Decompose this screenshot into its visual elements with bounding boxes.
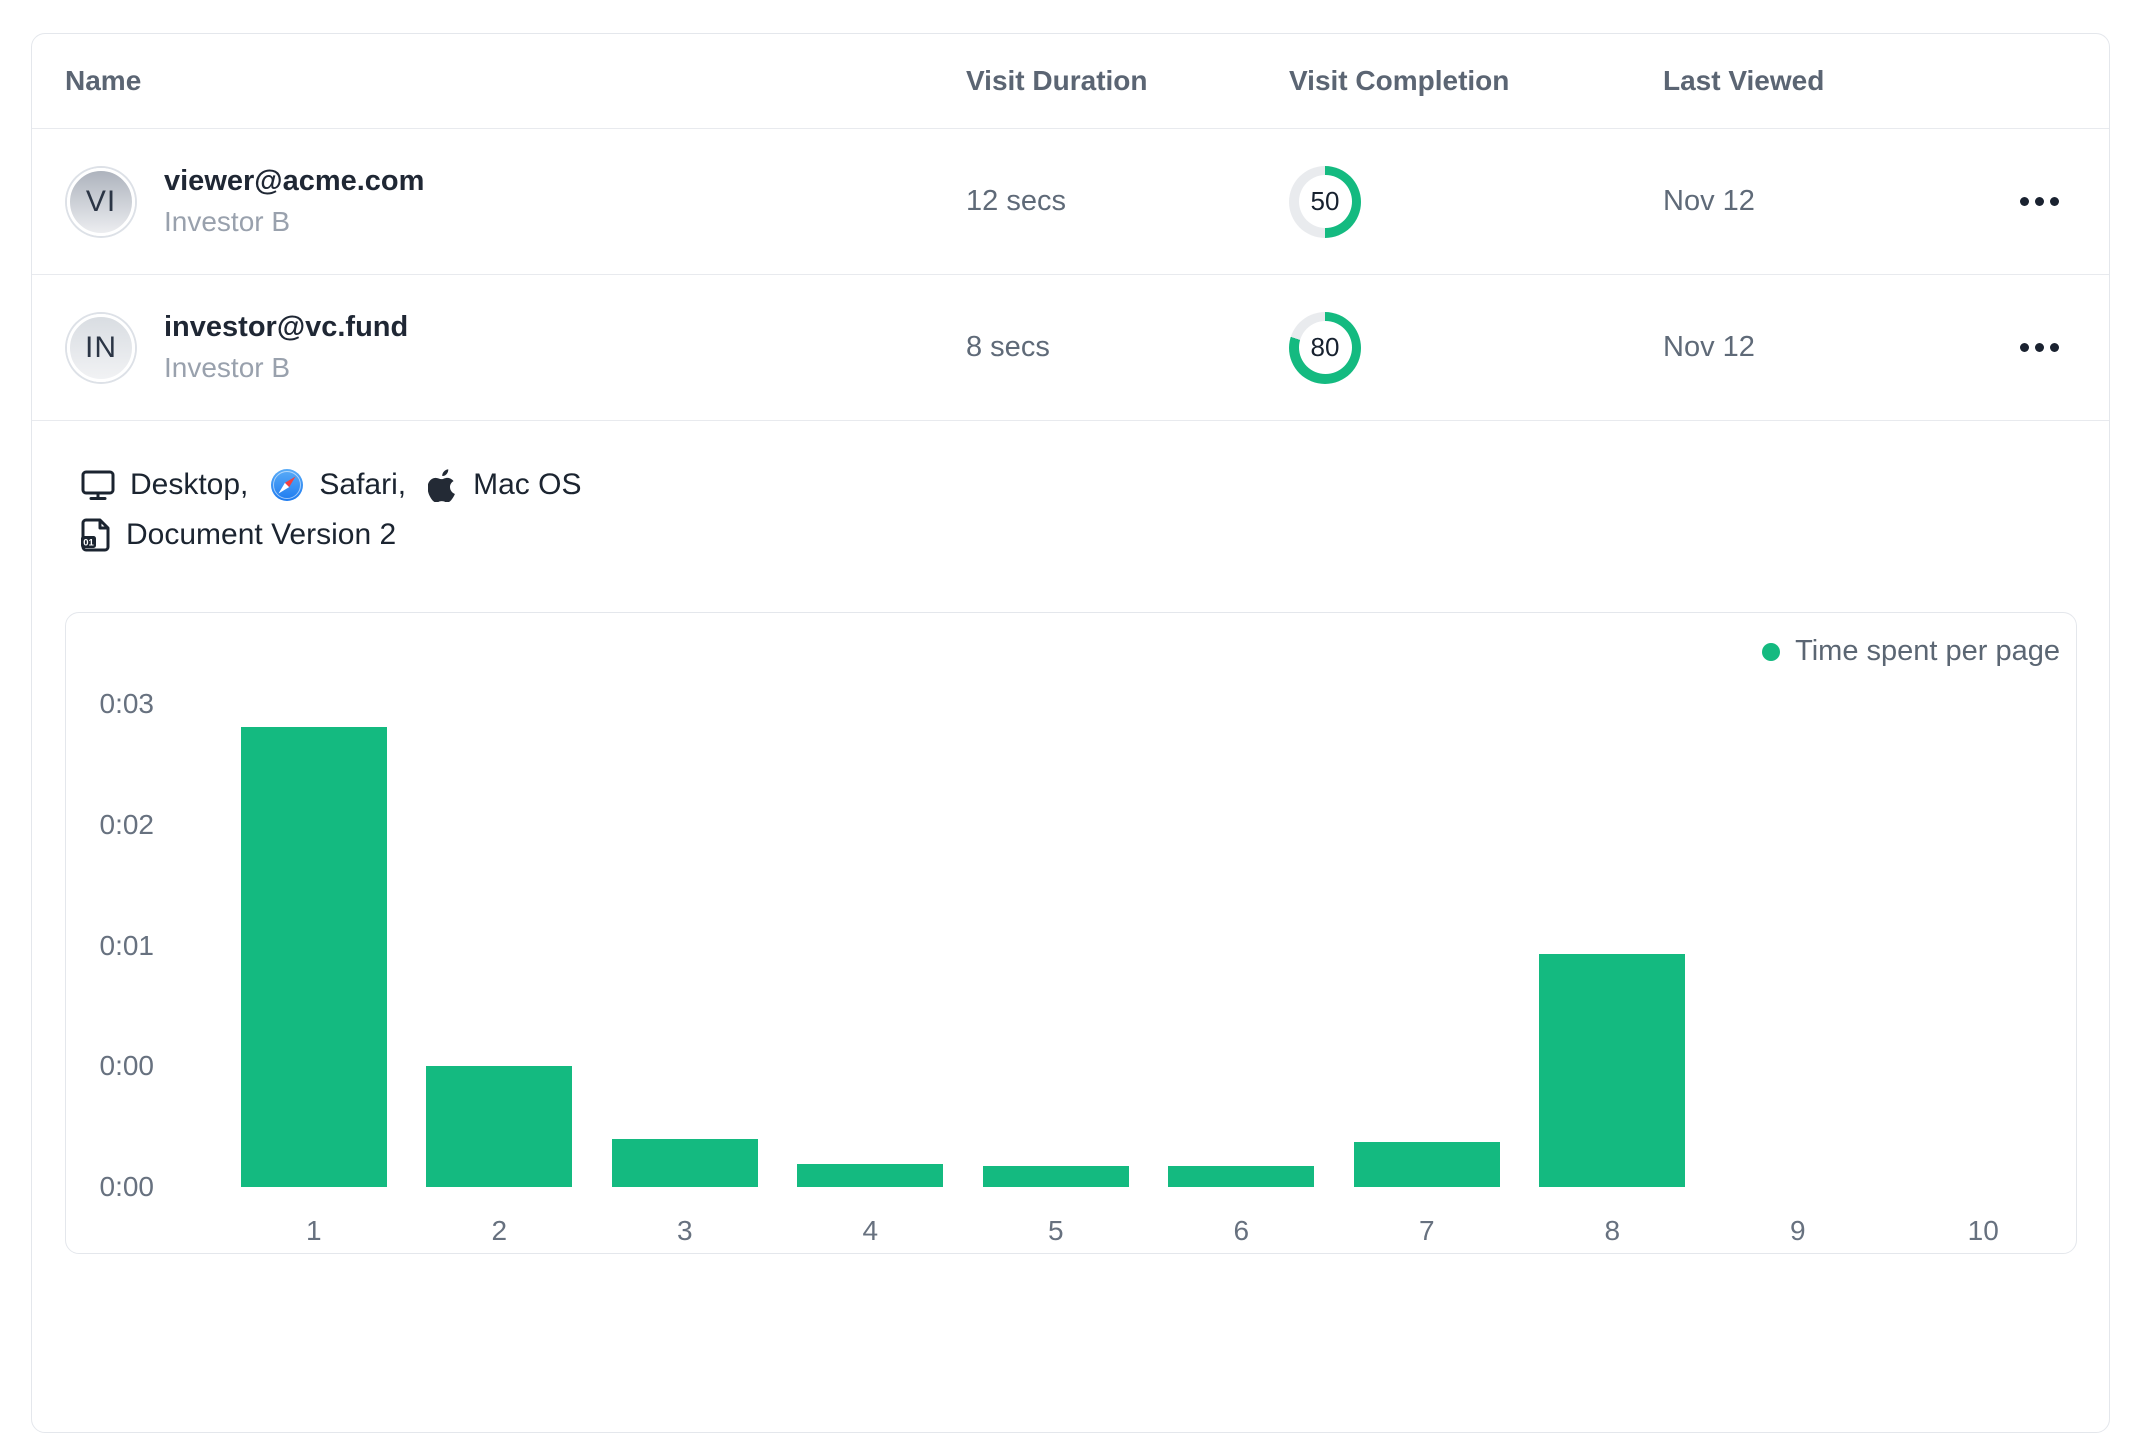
chart-bar-slot (1520, 704, 1706, 1187)
svg-text:01: 01 (83, 538, 94, 549)
chart-bar-slot (1705, 704, 1891, 1187)
time-per-page-chart: Time spent per page 0:03 0:02 0:01 0:00 0:00… (65, 612, 2077, 1254)
chart-bar-slot (1149, 704, 1335, 1187)
y-tick-label: 0:03 (99, 688, 155, 719)
table-row[interactable]: IN investor@vc.fund Investor B 8 secs 80… (32, 275, 2109, 421)
x-tick-label: 3 (676, 1215, 693, 1246)
x-tick-label: 8 (1604, 1215, 1621, 1246)
table-row[interactable]: VI viewer@acme.com Investor B 12 secs 50… (32, 129, 2109, 275)
document-version-icon: 01 (81, 518, 111, 552)
x-tick-label: 7 (1418, 1215, 1435, 1246)
avatar: IN (67, 313, 135, 382)
y-tick-label: 0:00 (99, 1050, 155, 1082)
visitor-subtitle: Investor B (164, 206, 291, 237)
legend-label: Time spent per page (1795, 635, 2060, 667)
completion-value: 50 (1298, 175, 1352, 228)
visitor-subtitle: Investor B (164, 352, 291, 383)
ellipsis-icon (2020, 343, 2029, 352)
chart-x-axis: 1 2 3 4 5 6 7 8 9 10 (221, 1215, 2076, 1247)
visitor-email: viewer@acme.com (164, 165, 425, 197)
table-header: Name Visit Duration Visit Completion Las… (32, 34, 2109, 129)
bar (1353, 1142, 1500, 1187)
bar (426, 1066, 573, 1187)
legend-dot-icon (1762, 642, 1781, 661)
visit-duration-value: 8 secs (966, 331, 1050, 363)
chart-bar-slot (592, 704, 778, 1187)
visitors-panel: Name Visit Duration Visit Completion Las… (31, 33, 2110, 1433)
y-tick-label: 0:02 (99, 808, 155, 840)
last-viewed-value: Nov 12 (1663, 185, 1755, 217)
x-tick-label: 5 (1047, 1215, 1064, 1246)
visit-detail-section: Desktop, Safari, (32, 421, 2109, 555)
browser-label: Safari, (319, 468, 407, 501)
column-header-visit-duration: Visit Duration (966, 65, 1148, 96)
last-viewed-value: Nov 12 (1663, 331, 1755, 363)
chart-bar-slot (1334, 704, 1520, 1187)
visit-duration-value: 12 secs (966, 185, 1066, 217)
document-version-label: Document Version 2 (126, 518, 397, 551)
bar (611, 1139, 758, 1187)
column-header-visit-completion: Visit Completion (1289, 65, 1510, 96)
completion-ring: 80 (1289, 311, 1361, 384)
bar (797, 1164, 944, 1187)
safari-icon (270, 468, 304, 502)
os-label: Mac OS (473, 468, 582, 501)
monitor-icon (81, 469, 115, 501)
chart-bar-slot (963, 704, 1149, 1187)
completion-ring: 50 (1289, 165, 1361, 238)
x-tick-label: 6 (1233, 1215, 1250, 1246)
bar (1539, 954, 1686, 1187)
visitor-email: investor@vc.fund (164, 311, 409, 343)
y-tick-label: 0:01 (99, 929, 155, 961)
x-tick-label: 10 (1967, 1215, 1999, 1246)
chart-bar-slot (1891, 704, 2077, 1187)
chart-y-axis: 0:03 0:02 0:01 0:00 0:00 (66, 688, 155, 1202)
x-tick-label: 4 (862, 1215, 879, 1246)
bar (1168, 1166, 1315, 1187)
column-header-last-viewed: Last Viewed (1663, 65, 1825, 96)
x-tick-label: 2 (491, 1215, 508, 1246)
chart-bar-slot (778, 704, 964, 1187)
chart-plot (221, 704, 2076, 1187)
avatar: VI (67, 167, 135, 236)
x-tick-label: 9 (1789, 1215, 1806, 1246)
apple-icon (428, 468, 458, 502)
column-header-name: Name (65, 65, 142, 96)
completion-value: 80 (1298, 321, 1352, 374)
ellipsis-icon (2020, 197, 2029, 206)
bar (240, 727, 387, 1187)
x-tick-label: 1 (305, 1215, 322, 1246)
row-menu-button[interactable] (2012, 189, 2067, 214)
row-menu-button[interactable] (2012, 335, 2067, 360)
y-tick-label: 0:00 (99, 1171, 155, 1202)
chart-bar-slot (221, 704, 407, 1187)
chart-bar-slot (407, 704, 593, 1187)
bar (982, 1166, 1129, 1187)
device-label: Desktop, (130, 468, 249, 501)
chart-legend: Time spent per page (1762, 635, 2060, 668)
